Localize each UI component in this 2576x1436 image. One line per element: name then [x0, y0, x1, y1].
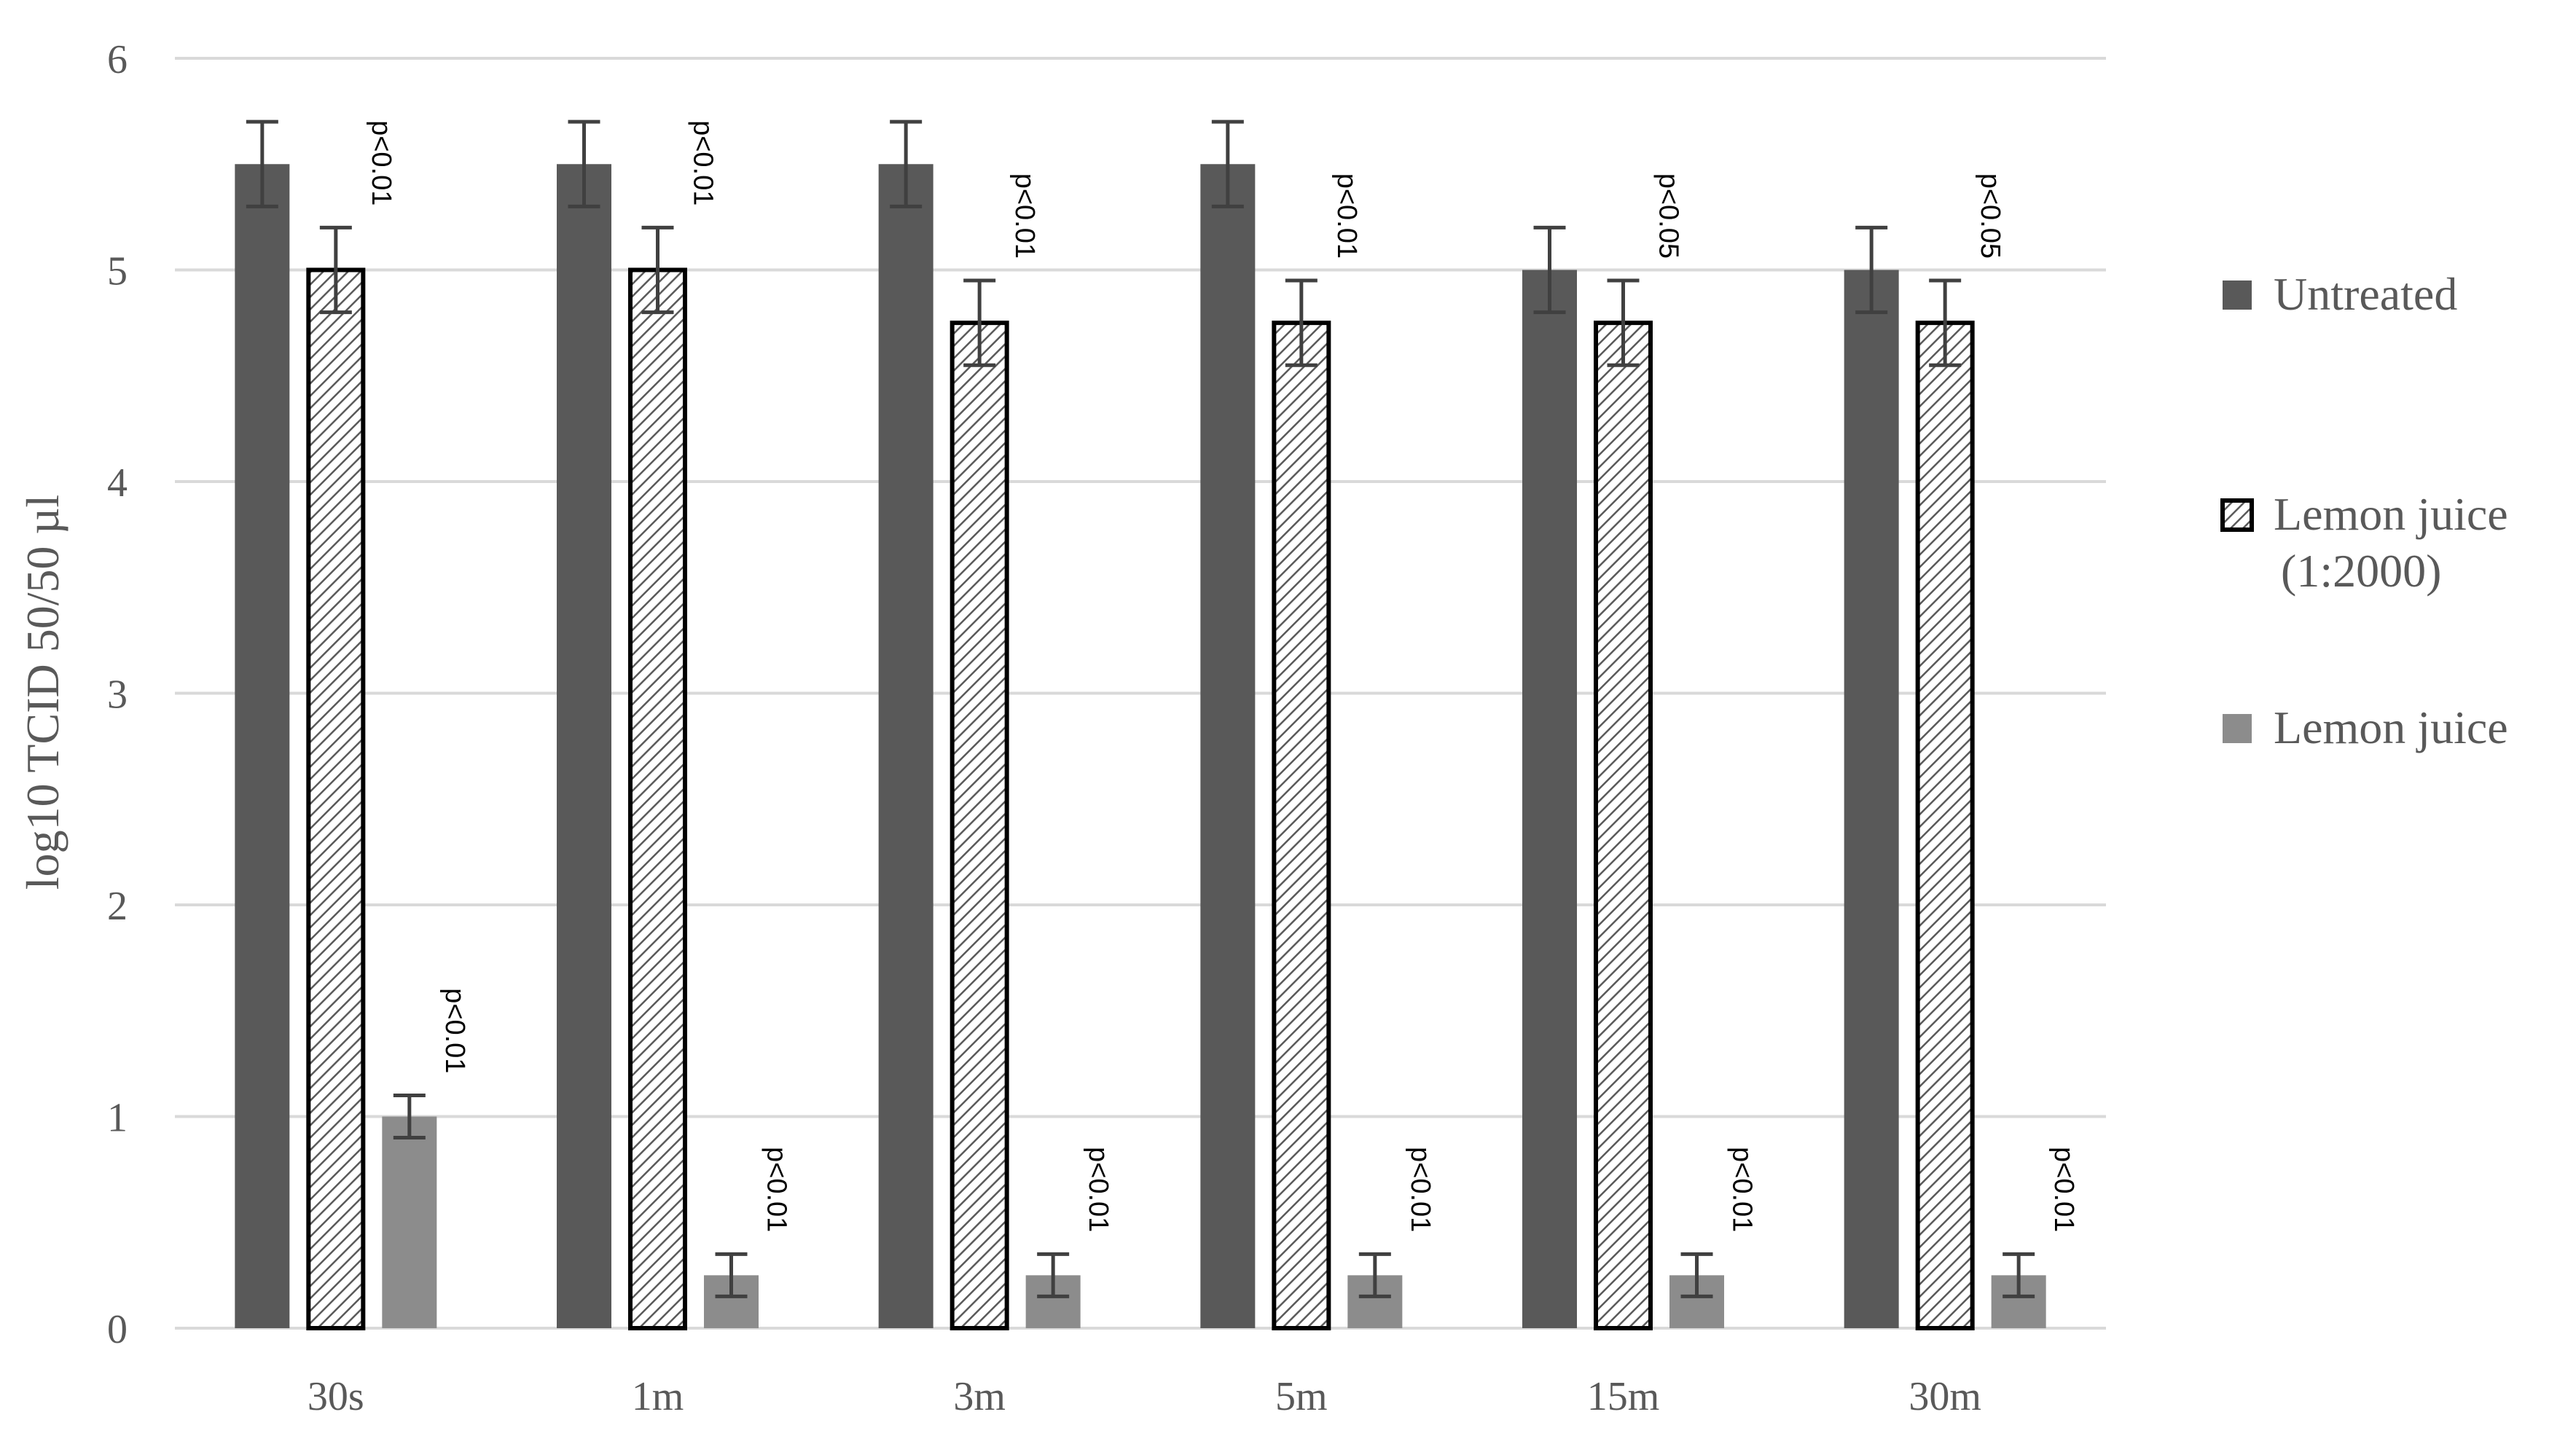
- y-tick-label: 1: [107, 1096, 128, 1141]
- error-bar: [1037, 1252, 1070, 1298]
- p-value-label: p<0.01: [366, 120, 396, 205]
- p-value-label: p<0.01: [439, 988, 470, 1073]
- bar: [557, 164, 611, 1328]
- bar: [306, 267, 366, 1330]
- bar: [1522, 270, 1577, 1328]
- error-bar: [2003, 1252, 2035, 1298]
- legend-label: Untreated: [2274, 268, 2457, 320]
- x-tick-label: 30s: [308, 1374, 364, 1419]
- significance-labels: p<0.01 p<0.01 p<0.01 p<0.01 p<0.01 p<0.01 p<0.…: [366, 120, 2079, 1232]
- p-value-label: p<0.01: [2048, 1147, 2079, 1232]
- y-tick-label: 3: [107, 672, 128, 718]
- bar: [1200, 164, 1256, 1328]
- error-bar: [1680, 1252, 1713, 1298]
- bar: [1844, 270, 1899, 1328]
- error-bar: [963, 278, 996, 367]
- error-bar: [1855, 225, 1888, 315]
- legend-swatch: [2220, 498, 2254, 532]
- bar: [1915, 321, 1975, 1330]
- error-bar: [1211, 119, 1244, 208]
- error-bar: [319, 225, 352, 315]
- axis-ticks: 0 1 2 3 4 5 6 30s 1m 3m 5m 15m 30m: [107, 37, 1981, 1419]
- x-tick-label: 15m: [1587, 1374, 1660, 1419]
- error-bar: [1607, 278, 1640, 367]
- legend-item: Untreated: [2223, 268, 2457, 320]
- legend-item: Lemon juice(1:2000): [2220, 488, 2508, 597]
- error-bar: [1533, 225, 1566, 315]
- p-value-label: p<0.01: [1405, 1147, 1436, 1232]
- p-value-label: p<0.05: [1975, 173, 2005, 259]
- p-value-label: p<0.01: [1727, 1147, 1758, 1232]
- error-bar: [890, 119, 923, 208]
- error-bar: [393, 1093, 426, 1140]
- y-tick-label: 4: [107, 460, 128, 506]
- bar: [235, 164, 290, 1328]
- x-tick-label: 30m: [1908, 1374, 1981, 1419]
- y-tick-label: 2: [107, 884, 128, 929]
- y-axis-label: log10 TCID 50/50 µl: [17, 495, 68, 890]
- x-tick-label: 3m: [953, 1374, 1006, 1419]
- legend-label: (1:2000): [2281, 545, 2441, 597]
- bar: [628, 267, 687, 1330]
- legend-swatch: [2223, 280, 2252, 310]
- bar: [1594, 321, 1653, 1330]
- bar: [1272, 321, 1331, 1330]
- error-bar: [1358, 1252, 1391, 1298]
- x-tick-label: 5m: [1275, 1374, 1328, 1419]
- error-bar: [246, 119, 278, 208]
- legend-label: Lemon juice: [2274, 488, 2508, 540]
- error-bar: [715, 1252, 748, 1298]
- bar: [382, 1116, 437, 1328]
- bars: [235, 164, 2046, 1330]
- p-value-label: p<0.01: [688, 120, 719, 205]
- legend-label: Lemon juice: [2274, 702, 2508, 753]
- gridlines: [175, 57, 2106, 1330]
- error-bar: [568, 119, 600, 208]
- error-bars: [246, 119, 2035, 1298]
- bar: [878, 164, 933, 1328]
- error-bar: [1285, 278, 1318, 367]
- legend-swatch: [2223, 714, 2252, 743]
- p-value-label: p<0.01: [1331, 173, 1362, 259]
- y-tick-label: 6: [107, 37, 128, 82]
- p-value-label: p<0.05: [1653, 173, 1684, 259]
- p-value-label: p<0.01: [1009, 173, 1040, 259]
- y-tick-label: 5: [107, 249, 128, 294]
- error-bar: [641, 225, 674, 315]
- x-tick-label: 1m: [632, 1374, 684, 1419]
- bar: [950, 321, 1009, 1330]
- y-tick-label: 0: [107, 1307, 128, 1352]
- p-value-label: p<0.01: [1083, 1147, 1113, 1232]
- error-bar: [1929, 278, 1962, 367]
- p-value-label: p<0.01: [762, 1147, 792, 1232]
- legend-item: Lemon juice: [2223, 702, 2508, 753]
